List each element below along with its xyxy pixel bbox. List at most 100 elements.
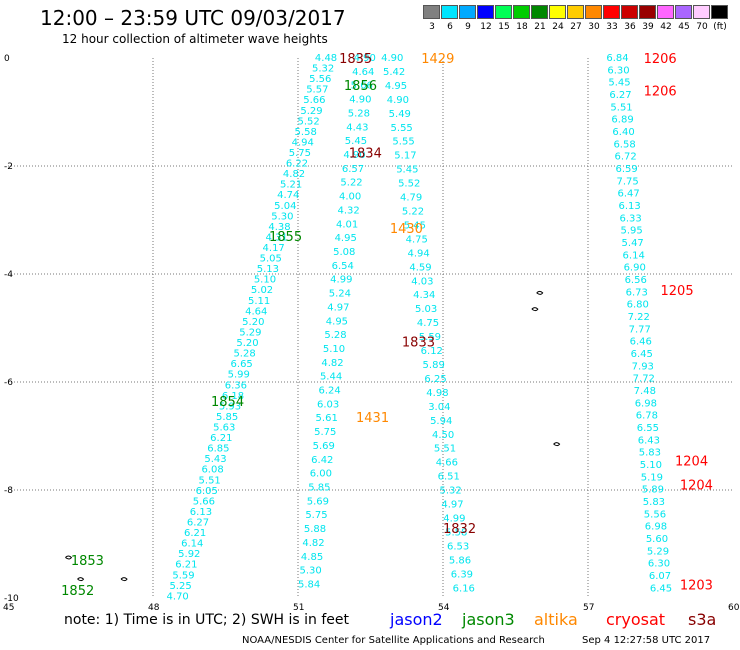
colorbar-label: 42 <box>660 22 672 32</box>
legend-item-cryosat: cryosat <box>606 610 666 629</box>
wave-height-value: 4.90 <box>349 95 371 106</box>
lon-tick-label: 45 <box>3 603 14 613</box>
wave-height-value: 6.55 <box>637 423 659 434</box>
colorbar-swatch <box>531 5 548 19</box>
wave-height-value: 5.83 <box>643 497 665 508</box>
wave-height-value: 5.10 <box>254 275 276 286</box>
wave-height-value: 4.66 <box>436 458 458 469</box>
wave-height-value: 5.45 <box>608 78 630 89</box>
pass-time-label: 1205 <box>661 284 694 299</box>
wave-height-value: 7.48 <box>634 386 656 397</box>
wave-height-value: 5.92 <box>178 549 200 560</box>
wave-height-value: 4.90 <box>354 53 376 64</box>
wave-height-value: 6.46 <box>630 337 652 348</box>
island-outline <box>531 307 539 312</box>
wave-height-value: 6.21 <box>210 433 232 444</box>
wave-height-value: 5.66 <box>193 496 215 507</box>
lat-tick-label: -6 <box>4 378 13 388</box>
colorbar-label: 39 <box>642 22 654 32</box>
wave-height-value: 5.88 <box>304 524 326 535</box>
wave-height-value: 4.34 <box>413 290 435 301</box>
wave-height-value: 5.58 <box>295 127 317 138</box>
wave-height-value: 5.44 <box>320 372 342 383</box>
wave-height-value: 3.04 <box>428 402 450 413</box>
lon-tick-label: 48 <box>148 603 160 613</box>
wave-height-value: 5.11 <box>248 296 270 307</box>
colorbar-swatch <box>675 5 692 19</box>
wave-height-value: 4.17 <box>263 243 285 254</box>
wave-height-value: 6.72 <box>614 152 636 163</box>
wave-height-value: 6.14 <box>623 250 645 261</box>
lat-tick-label: -10 <box>4 594 19 604</box>
wave-height-value: 4.82 <box>302 538 324 549</box>
wave-height-value: 5.83 <box>639 448 661 459</box>
wave-height-value: 6.13 <box>190 507 212 518</box>
wave-height-value: 5.17 <box>394 151 416 162</box>
wave-height-value: 6.47 <box>617 189 639 200</box>
colorbar-swatch <box>513 5 530 19</box>
wave-height-value: 5.86 <box>449 555 471 566</box>
wave-height-value: 6.98 <box>635 398 657 409</box>
wave-height-value: 6.24 <box>318 386 340 397</box>
wave-height-value: 5.99 <box>228 370 250 381</box>
wave-height-value: 5.45 <box>404 220 426 231</box>
wave-height-value: 7.93 <box>632 361 654 372</box>
island-outline <box>77 577 85 582</box>
wave-height-value: 6.36 <box>225 380 247 391</box>
wave-height-value: 6.22 <box>286 159 308 170</box>
wave-height-value: 6.78 <box>636 411 658 422</box>
lat-tick-label: -2 <box>4 162 13 172</box>
wave-height-value: 5.22 <box>402 207 424 218</box>
wave-height-value: 5.85 <box>216 412 238 423</box>
colorbar-label: 45 <box>678 22 690 32</box>
colorbar-label: 18 <box>516 22 528 32</box>
wave-height-value: 5.95 <box>621 226 643 237</box>
wave-height-value: 5.10 <box>640 460 662 471</box>
pass-time-label: 1833 <box>402 336 435 351</box>
wave-height-value: 4.38 <box>268 222 290 233</box>
colorbar-label: 6 <box>447 22 453 32</box>
wave-height-value: 6.00 <box>310 469 332 480</box>
wave-height-value: 6.58 <box>613 139 635 150</box>
colorbar-label: 3 <box>429 22 435 32</box>
wave-height-value: 5.89 <box>423 360 445 371</box>
wave-height-value: 5.25 <box>169 581 191 592</box>
wave-height-value: 5.75 <box>305 510 327 521</box>
wave-height-value: 4.95 <box>326 316 348 327</box>
pass-time-label: 1203 <box>680 579 713 594</box>
wave-height-value: 5.66 <box>303 95 325 106</box>
wave-height-value: 5.60 <box>646 534 668 545</box>
legend-item-jason2: jason2 <box>390 610 443 629</box>
wave-height-value: 4.01 <box>336 219 358 230</box>
wave-height-value: 5.75 <box>289 148 311 159</box>
pass-time-label: 1204 <box>680 479 713 494</box>
wave-height-value: 6.80 <box>627 300 649 311</box>
pass-time-label: 1835 <box>339 52 372 67</box>
wave-height-value: 4.03 <box>411 276 433 287</box>
wave-height-value: 4.82 <box>283 169 305 180</box>
wave-height-value: 4.99 <box>443 514 465 525</box>
lat-tick-label: 0 <box>4 54 10 64</box>
wave-height-value: 5.10 <box>323 344 345 355</box>
wave-height-value: 6.25 <box>424 374 446 385</box>
wave-height-value: 5.08 <box>333 247 355 258</box>
wave-height-value: 5.75 <box>314 427 336 438</box>
wave-height-value: 5.05 <box>260 254 282 265</box>
wave-height-value: 7.77 <box>629 324 651 335</box>
lon-tick-label: 54 <box>438 603 450 613</box>
wave-height-value: 6.27 <box>609 90 631 101</box>
wave-height-value: 4.50 <box>432 430 454 441</box>
wave-height-value: 4.97 <box>441 500 463 511</box>
lat-tick-label: -4 <box>4 270 13 280</box>
colorbar-label: 21 <box>534 22 546 32</box>
wave-height-value: 4.98 <box>426 388 448 399</box>
wave-height-value: 5.32 <box>439 486 461 497</box>
legend-item-altika: altika <box>534 610 578 629</box>
wave-height-value: 6.39 <box>451 569 473 580</box>
wave-height-value: 7.72 <box>633 374 655 385</box>
wave-height-value: 7.22 <box>628 312 650 323</box>
wave-height-value: 6.18 <box>222 391 244 402</box>
colorbar-swatch <box>549 5 566 19</box>
pass-time-label: 1854 <box>211 395 244 410</box>
